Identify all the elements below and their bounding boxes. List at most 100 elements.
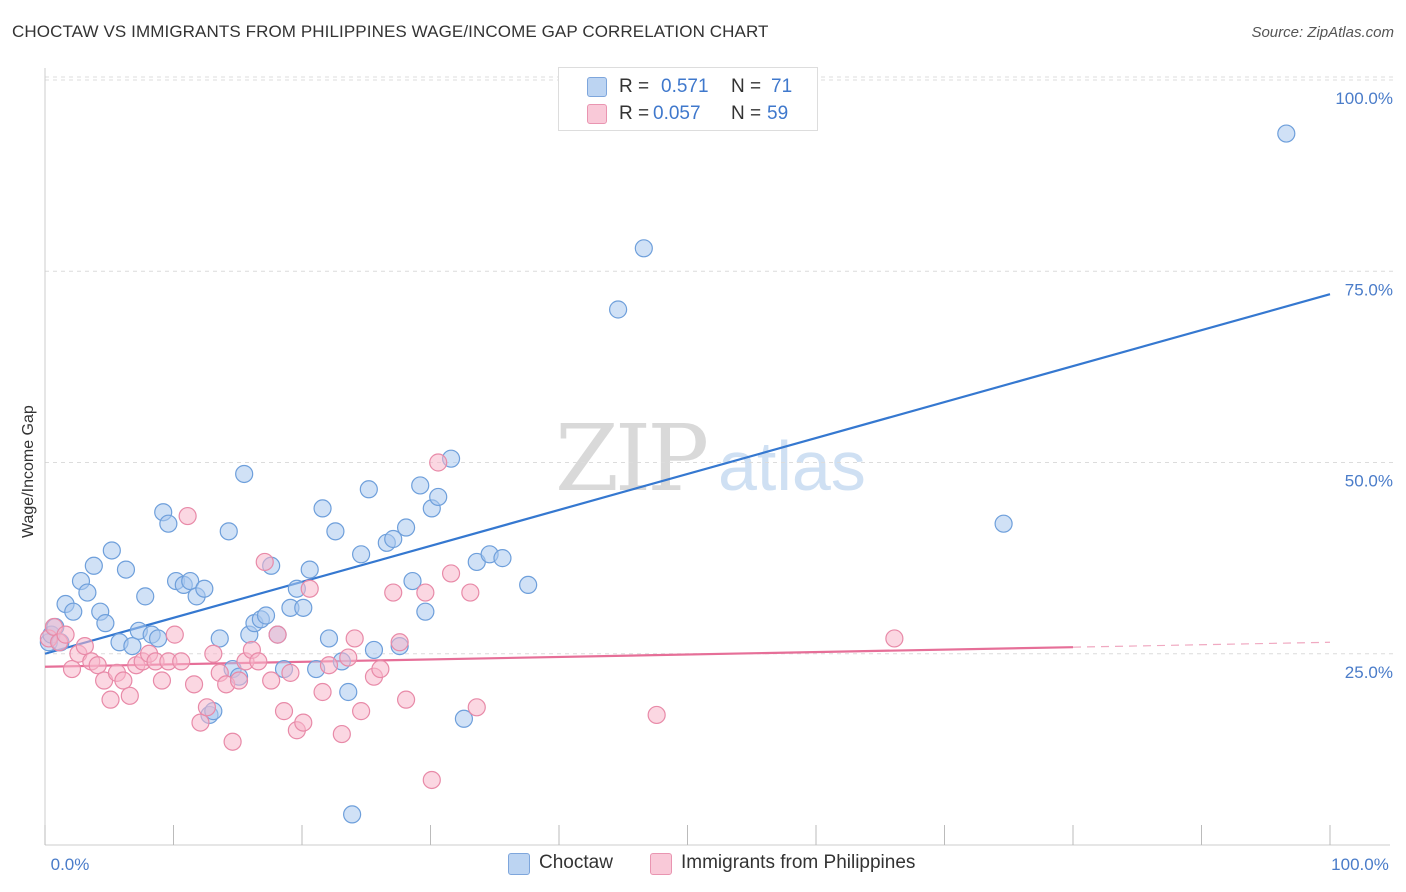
y-tick-label-0: 25.0% [1345,663,1393,682]
point-philippines-18 [152,671,172,690]
legend-r-label-1: R = [619,76,650,97]
y-tick-label-2: 75.0% [1345,280,1393,299]
point-philippines-20 [165,625,184,644]
point-philippines-51 [390,633,409,652]
axes [44,68,1390,846]
point-choctaw-14 [123,636,142,656]
point-philippines-33 [249,652,268,671]
legend-swatch-philippines [587,104,607,124]
legend-r-value-1: 0.571 [661,76,709,97]
legend-n-label-1: N = [731,76,762,97]
trend-line-philippines-extension [1072,641,1331,648]
point-choctaw-53 [364,640,384,660]
point-choctaw-71 [994,514,1013,533]
bottom-legend-philippines: Immigrants from Philippines [681,852,916,873]
point-philippines-60 [885,629,904,648]
legend-swatch-choctaw [587,77,607,97]
legend-r-value-2: 0.057 [653,103,701,124]
trend-line-philippines [44,646,1074,668]
point-philippines-46 [345,629,364,648]
point-choctaw-47 [326,522,345,541]
point-choctaw-36 [256,606,276,625]
stats-legend: R = 0.571 N = 71 R = 0.057 N = 59 [558,67,818,131]
point-choctaw-42 [294,598,313,617]
point-choctaw-58 [403,571,422,591]
point-philippines-25 [197,698,217,717]
point-choctaw-16 [136,587,155,606]
point-philippines-45 [339,648,358,667]
y-tick-label-1: 50.0% [1345,472,1393,491]
point-philippines-30 [229,671,249,690]
point-philippines-24 [191,713,210,732]
point-choctaw-25 [195,579,214,598]
point-philippines-3 [56,625,75,644]
point-philippines-23 [184,675,204,694]
x-tick-label-1: 100.0% [1331,855,1389,874]
bottom-legend-choctaw: Choctaw [539,852,613,873]
point-choctaw-51 [352,545,371,564]
point-philippines-47 [352,702,371,721]
point-choctaw-64 [454,709,474,728]
point-choctaw-43 [300,560,319,579]
point-choctaw-52 [359,480,378,499]
point-choctaw-13 [116,560,136,579]
grid-lines [45,76,1395,655]
trend-lines [44,293,1331,668]
point-philippines-56 [441,564,461,583]
point-choctaw-32 [235,464,254,484]
trend-line-choctaw [44,293,1331,655]
legend-n-value-2: 59 [767,103,789,124]
point-philippines-53 [416,583,435,602]
point-choctaw-69 [609,300,628,319]
point-philippines-59 [647,705,666,725]
point-choctaw-55 [384,529,403,549]
point-philippines-52 [396,690,416,709]
tick-labels: 25.0% 50.0% 75.0% 100.0% 0.0% 100.0% [51,89,1393,874]
point-philippines-12 [114,671,133,690]
point-philippines-10 [101,690,120,709]
point-philippines-40 [294,713,313,732]
point-philippines-58 [467,698,486,717]
point-philippines-41 [300,579,319,598]
watermark-zip: ZIP [555,405,706,512]
point-choctaw-62 [429,487,448,507]
point-philippines-34 [255,552,274,572]
point-choctaw-10 [96,614,115,633]
point-philippines-54 [422,770,441,790]
point-philippines-50 [384,583,403,602]
point-choctaw-50 [343,805,362,824]
point-philippines-43 [319,656,339,675]
bottom-legend-swatch-philippines [650,853,672,875]
point-philippines-35 [262,671,281,690]
point-choctaw-23 [181,571,200,591]
point-philippines-44 [332,724,351,744]
point-choctaw-70 [634,239,653,258]
point-philippines-21 [172,652,191,671]
point-philippines-26 [204,644,223,663]
point-choctaw-18 [148,629,168,648]
point-choctaw-20 [159,514,178,533]
source-label: Source: ZipAtlas.com [1251,24,1394,41]
point-choctaw-8 [84,556,103,575]
data-points [39,124,1296,824]
point-choctaw-29 [219,522,238,541]
point-choctaw-28 [210,629,229,648]
point-philippines-55 [429,453,448,472]
legend-n-label-2: N = [731,103,762,124]
y-axis-label: Wage/Income Gap [20,405,37,538]
point-philippines-13 [120,686,139,705]
point-choctaw-5 [64,602,83,621]
point-choctaw-46 [319,629,339,648]
point-philippines-42 [313,682,332,702]
point-choctaw-7 [78,583,97,602]
point-choctaw-68 [519,575,538,595]
point-choctaw-59 [411,476,430,495]
legend-n-value-1: 71 [771,76,793,97]
point-philippines-4 [62,659,82,679]
point-philippines-37 [274,702,294,721]
point-choctaw-49 [339,682,358,702]
point-philippines-38 [281,663,300,682]
point-philippines-49 [371,659,390,679]
chart-title: CHOCTAW VS IMMIGRANTS FROM PHILIPPINES W… [12,22,769,41]
